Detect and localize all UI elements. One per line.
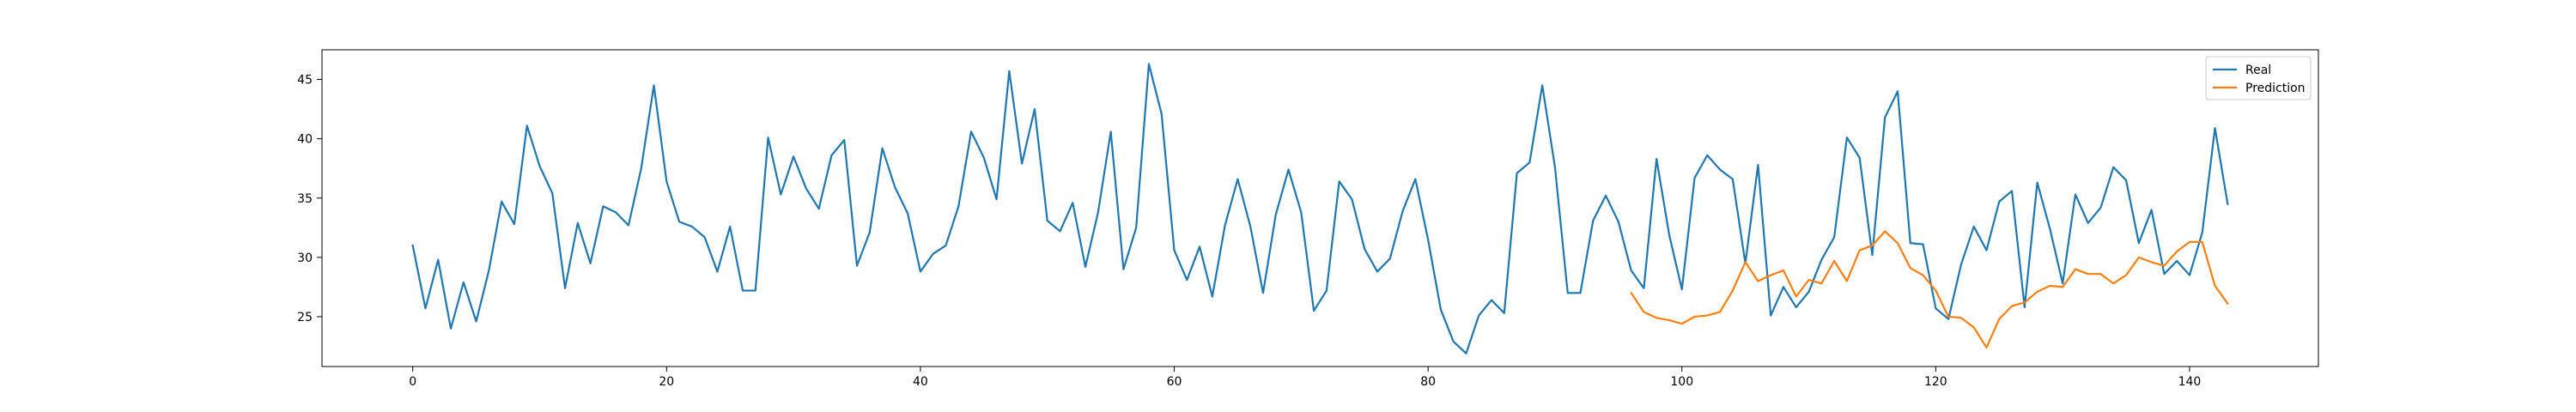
- legend: Real Prediction: [2205, 56, 2312, 100]
- plot-lines: [411, 63, 2229, 354]
- x-tick-label: 40: [913, 375, 928, 389]
- x-tick-label: 120: [1924, 375, 1947, 389]
- y-tick-label: 25: [297, 311, 313, 324]
- y-tick-label: 35: [297, 192, 313, 206]
- x-tick-label: 80: [1420, 375, 1436, 389]
- axes-frame: [321, 49, 2319, 367]
- legend-box: [2205, 56, 2312, 100]
- y-tick-label: 40: [297, 133, 313, 147]
- y-tick-label: 30: [297, 251, 313, 265]
- series-line-prediction: [1630, 230, 2229, 348]
- legend-label-real: Real: [2245, 64, 2271, 77]
- y-axis: 25 30 35 40 45: [297, 74, 322, 324]
- series-line-real: [411, 63, 2229, 354]
- legend-label-prediction: Prediction: [2245, 82, 2306, 95]
- x-axis: 0 20 40 60 80 100 120 140: [409, 367, 2201, 389]
- x-tick-label: 100: [1670, 375, 1693, 389]
- x-tick-label: 0: [409, 375, 416, 389]
- x-tick-label: 140: [2178, 375, 2202, 389]
- y-tick-label: 45: [297, 74, 313, 88]
- x-tick-label: 60: [1167, 375, 1182, 389]
- x-tick-label: 20: [659, 375, 674, 389]
